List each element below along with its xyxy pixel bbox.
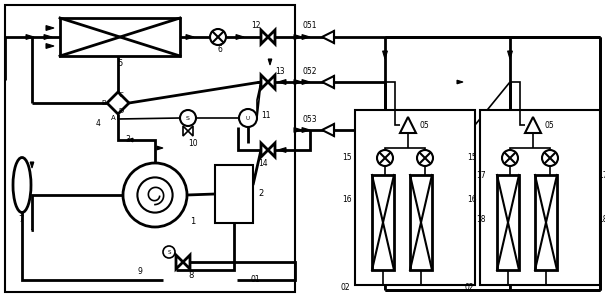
Circle shape <box>502 150 518 166</box>
Polygon shape <box>183 255 190 269</box>
Circle shape <box>123 163 187 227</box>
Text: 11: 11 <box>261 110 271 119</box>
Polygon shape <box>44 34 52 40</box>
Polygon shape <box>508 51 512 59</box>
Bar <box>5 5 295 292</box>
Polygon shape <box>278 80 286 84</box>
Polygon shape <box>278 148 286 152</box>
Text: 02: 02 <box>340 284 350 293</box>
Polygon shape <box>382 51 387 59</box>
Text: 8: 8 <box>188 271 194 280</box>
Text: S: S <box>167 249 171 255</box>
Circle shape <box>163 246 175 258</box>
Circle shape <box>239 109 257 127</box>
Text: 13: 13 <box>275 67 285 77</box>
Text: S: S <box>186 116 190 121</box>
Text: 18: 18 <box>598 216 605 225</box>
Polygon shape <box>322 124 334 136</box>
Polygon shape <box>294 80 302 84</box>
Text: 053: 053 <box>302 115 317 124</box>
Polygon shape <box>457 80 463 84</box>
Text: 02': 02' <box>464 284 476 293</box>
Text: 7: 7 <box>18 216 24 225</box>
Text: 1: 1 <box>191 217 195 227</box>
Bar <box>372 175 394 270</box>
Polygon shape <box>400 117 416 133</box>
Text: B: B <box>102 100 106 106</box>
Polygon shape <box>302 80 310 84</box>
Text: 10: 10 <box>188 138 198 148</box>
Bar <box>410 175 432 270</box>
Polygon shape <box>525 117 541 133</box>
Text: 9: 9 <box>137 268 142 277</box>
Polygon shape <box>186 34 194 40</box>
Text: 15: 15 <box>342 154 352 162</box>
Text: 5: 5 <box>117 59 123 69</box>
Polygon shape <box>268 30 275 44</box>
Bar <box>480 110 600 285</box>
Polygon shape <box>107 92 129 114</box>
Text: 052: 052 <box>302 67 317 75</box>
Polygon shape <box>322 76 334 88</box>
Text: 15: 15 <box>467 154 477 162</box>
Polygon shape <box>302 128 310 132</box>
Text: 17: 17 <box>476 170 486 179</box>
Text: 17: 17 <box>598 170 605 179</box>
Text: 16: 16 <box>342 195 352 205</box>
Polygon shape <box>261 30 268 44</box>
Text: 05: 05 <box>419 121 429 129</box>
Text: 14: 14 <box>258 159 268 168</box>
Text: 051: 051 <box>302 21 317 31</box>
Polygon shape <box>294 128 302 132</box>
Bar <box>60 18 180 56</box>
Text: C: C <box>119 92 123 98</box>
Text: 3: 3 <box>126 135 131 145</box>
Text: 4: 4 <box>96 119 100 127</box>
Polygon shape <box>176 255 183 269</box>
Polygon shape <box>26 34 34 40</box>
Text: A: A <box>111 115 116 121</box>
Text: 18: 18 <box>476 216 486 225</box>
Text: 01: 01 <box>250 276 260 285</box>
Bar <box>215 165 253 223</box>
Polygon shape <box>127 138 133 142</box>
Bar <box>497 175 519 270</box>
Text: 12: 12 <box>251 20 261 29</box>
Polygon shape <box>46 44 54 48</box>
Polygon shape <box>268 75 275 89</box>
Polygon shape <box>46 26 54 30</box>
Polygon shape <box>188 126 193 136</box>
Circle shape <box>542 150 558 166</box>
Polygon shape <box>157 146 163 150</box>
Text: 6: 6 <box>218 45 223 55</box>
Ellipse shape <box>13 157 31 212</box>
Polygon shape <box>294 34 302 40</box>
Circle shape <box>377 150 393 166</box>
Polygon shape <box>261 75 268 89</box>
Circle shape <box>137 177 172 213</box>
Polygon shape <box>261 143 268 157</box>
Text: D: D <box>119 108 123 114</box>
Polygon shape <box>302 34 310 40</box>
Text: 05: 05 <box>544 121 554 129</box>
Circle shape <box>417 150 433 166</box>
Polygon shape <box>268 59 272 65</box>
Text: 2: 2 <box>258 189 264 198</box>
Bar <box>535 175 557 270</box>
Polygon shape <box>322 31 334 43</box>
Polygon shape <box>236 34 244 40</box>
Polygon shape <box>268 143 275 157</box>
Polygon shape <box>183 126 188 136</box>
Polygon shape <box>30 162 34 168</box>
Text: U: U <box>246 116 250 121</box>
Text: 16: 16 <box>467 195 477 205</box>
Bar <box>355 110 475 285</box>
Circle shape <box>210 29 226 45</box>
Circle shape <box>180 110 196 126</box>
